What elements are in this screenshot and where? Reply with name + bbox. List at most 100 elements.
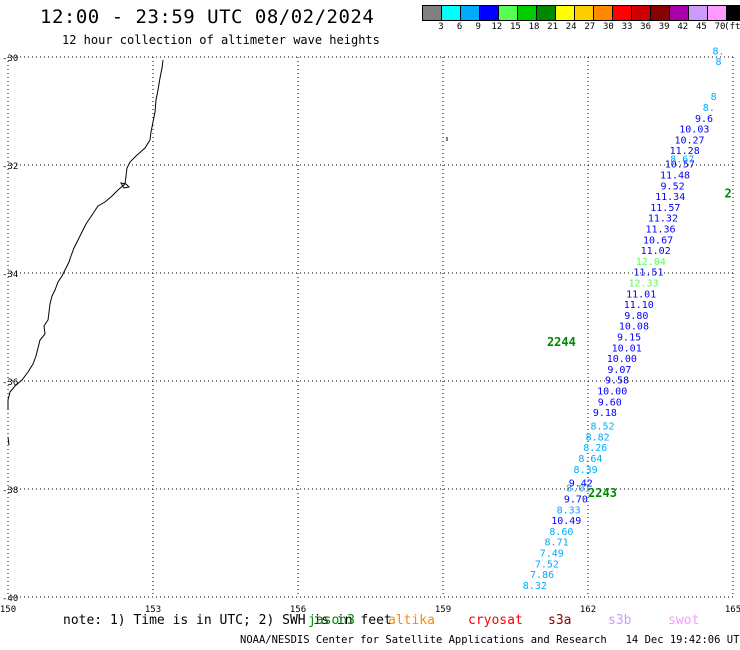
legend-swatch xyxy=(651,5,670,21)
swh-reading: 8.32 xyxy=(523,581,547,592)
swh-reading: 9.60 xyxy=(598,397,622,408)
legend-unit: (ft) xyxy=(724,22,740,32)
latitude-tick-label: -40 xyxy=(2,594,18,604)
swh-reading: 7.49 xyxy=(540,549,564,560)
legend-label: 27 xyxy=(584,22,596,32)
legend-swatch xyxy=(613,5,632,21)
swh-reading: 10.49 xyxy=(551,516,581,527)
legend-swatch xyxy=(537,5,556,21)
swh-reading: 8.52 xyxy=(590,422,614,433)
swh-reading: 11.51 xyxy=(633,268,663,279)
satellite-label-s3a: s3a xyxy=(548,613,572,628)
legend-swatch xyxy=(632,5,651,21)
legend-label: 45 xyxy=(695,22,707,32)
swh-reading: 9.70 xyxy=(564,495,588,506)
swh-reading: 8. xyxy=(703,103,715,114)
swh-reading: 11.32 xyxy=(648,214,678,225)
latitude-tick-label: -36 xyxy=(2,378,18,388)
legend-swatch xyxy=(422,5,442,21)
swh-reading: 11.28 xyxy=(670,146,700,157)
legend-swatch xyxy=(689,5,708,21)
legend-swatch xyxy=(708,5,727,21)
legend-label: 36 xyxy=(640,22,652,32)
legend-label: 21 xyxy=(547,22,559,32)
swh-reading: 7.52 xyxy=(535,559,559,570)
swh-reading: 11.57 xyxy=(650,203,680,214)
legend-swatch xyxy=(556,5,575,21)
swh-reading: 10.27 xyxy=(674,135,704,146)
coastline xyxy=(7,59,164,410)
swh-reading: 10.03 xyxy=(679,125,709,136)
longitude-tick-label: 162 xyxy=(580,605,596,615)
satellite-label-altika: altika xyxy=(388,613,435,628)
swh-reading: 8.82 xyxy=(586,432,610,443)
swh-reading: 8.64 xyxy=(578,454,602,465)
swh-reading: 8.01 xyxy=(566,484,590,495)
satellite-label-swot: swot xyxy=(668,613,700,628)
legend-label: 6 xyxy=(456,22,463,32)
swh-reading: 11.02 xyxy=(641,246,671,257)
swh-reading: 9.6 xyxy=(695,114,713,125)
swh-reading: 10.00 xyxy=(597,387,627,398)
longitude-tick-label: 150 xyxy=(0,605,16,615)
legend-label: 3 xyxy=(438,22,444,32)
color-legend xyxy=(422,5,740,21)
swh-reading: 8 xyxy=(711,92,717,103)
swh-reading: 9.58 xyxy=(605,376,629,387)
swh-reading: 10.08 xyxy=(619,322,649,333)
legend-swatch xyxy=(518,5,537,21)
swh-reading: 10.01 xyxy=(612,343,642,354)
legend-label: 9 xyxy=(475,22,481,32)
latitude-tick-label: -30 xyxy=(2,54,18,64)
coastline-islet xyxy=(119,182,131,189)
latitude-tick-label: -38 xyxy=(2,486,18,496)
legend-label: 18 xyxy=(528,22,540,32)
map-title: 12:00 - 23:59 UTC 08/02/2024 xyxy=(40,6,375,28)
swh-reading: 11.34 xyxy=(655,192,685,203)
map-subtitle: 12 hour collection of altimeter wave hei… xyxy=(62,33,380,47)
swh-reading: 11.36 xyxy=(645,225,675,236)
swh-reading: 9.18 xyxy=(593,408,617,419)
satellite-label-jason3: jason3 xyxy=(308,613,355,628)
legend-label: 12 xyxy=(491,22,503,32)
legend-label: 30 xyxy=(602,22,614,32)
swh-reading: 9.15 xyxy=(617,333,641,344)
pass-labels: 2244 2243 2 xyxy=(547,186,732,500)
legend-swatch xyxy=(727,5,740,21)
swh-reading: 8.26 xyxy=(583,443,607,454)
latitude-tick-label: -34 xyxy=(2,270,18,280)
legend-swatch xyxy=(499,5,518,21)
legend-swatch xyxy=(442,5,461,21)
swh-reading: 10.57 xyxy=(665,160,695,171)
legend-label: 39 xyxy=(658,22,670,32)
swh-reading: 9.52 xyxy=(661,181,685,192)
legend-swatch xyxy=(594,5,613,21)
longitude-tick-label: 159 xyxy=(435,605,451,615)
longitude-tick-label: 153 xyxy=(145,605,161,615)
satellite-label-cryosat: cryosat xyxy=(468,613,523,628)
pass-label: 2 xyxy=(725,186,732,200)
legend-swatch xyxy=(670,5,689,21)
latitude-tick-label: -32 xyxy=(2,162,18,172)
swh-reading: 9.07 xyxy=(607,365,631,376)
footer-note: note: 1) Time is in UTC; 2) SWH is in fe… xyxy=(63,613,392,628)
pass-label: 2244 xyxy=(547,335,576,349)
swh-reading: 8. xyxy=(712,46,724,57)
swh-reading: 8.39 xyxy=(574,465,598,476)
credit-line: NOAA/NESDIS Center for Satellite Applica… xyxy=(240,634,740,646)
swh-reading: 8 xyxy=(715,57,721,68)
legend-label: 42 xyxy=(677,22,689,32)
swh-reading: 11.48 xyxy=(660,171,690,182)
pass-label: 2243 xyxy=(588,486,617,500)
swh-readings: 8.327.867.527.498.718.6010.498.339.708.0… xyxy=(523,46,725,592)
longitude-tick-label: 156 xyxy=(290,605,306,615)
legend-label: 70 xyxy=(714,22,726,32)
swh-reading: 7.86 xyxy=(530,570,554,581)
swh-reading: 11.01 xyxy=(626,289,656,300)
swh-reading: 8.71 xyxy=(545,538,569,549)
coastline-fragment xyxy=(7,436,10,446)
swh-reading: 8.60 xyxy=(549,527,573,538)
swh-reading: 9.80 xyxy=(624,311,648,322)
swh-reading: 12.04 xyxy=(636,257,666,268)
